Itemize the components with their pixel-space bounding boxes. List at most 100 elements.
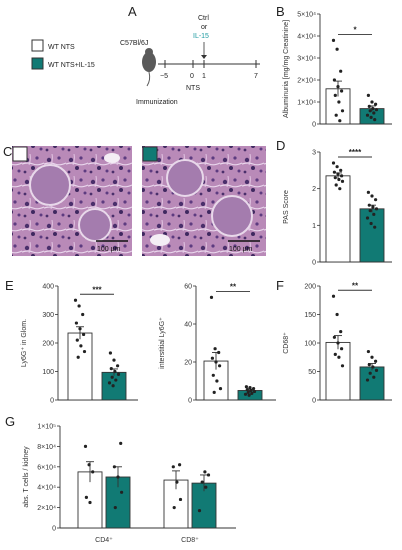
- data-point: [339, 168, 343, 172]
- bar-wt-nts-il15: [359, 366, 385, 401]
- y-tick-label: 100: [304, 341, 316, 348]
- y-tick-label: 0: [50, 398, 54, 405]
- timeline-tick-minus5: −5: [160, 73, 168, 80]
- data-point: [250, 391, 254, 395]
- data-point: [215, 379, 219, 383]
- data-point: [340, 109, 345, 113]
- data-point: [110, 375, 114, 379]
- data-point: [197, 509, 202, 513]
- data-point: [374, 102, 378, 106]
- data-point: [373, 225, 377, 229]
- scale-label-left: 100 µm: [97, 246, 121, 253]
- data-point: [374, 108, 379, 112]
- y-tick-label: 2: [312, 186, 316, 193]
- bar-wt-nts-il15: [359, 208, 385, 263]
- data-point: [209, 295, 214, 299]
- bar-wt-nts: [325, 341, 351, 401]
- y-tick-label: 1×10⁵: [37, 424, 56, 431]
- y-tick-label: 3: [312, 150, 316, 157]
- y-axis-label: PAS Score: [283, 190, 290, 224]
- mouse-icon: [142, 48, 156, 87]
- data-point: [371, 107, 375, 111]
- data-point: [371, 365, 375, 369]
- y-tick-label: 5×10⁴: [297, 12, 316, 19]
- data-point: [340, 179, 345, 183]
- legend: WT NTS WT NTS+IL-15: [31, 39, 95, 70]
- data-point: [368, 109, 372, 113]
- histology-tag-wt-nts: [12, 146, 28, 162]
- nts-label: NTS: [186, 85, 200, 92]
- data-point: [333, 352, 337, 356]
- y-tick-label: 0: [312, 122, 316, 129]
- timeline-tick-1: 1: [202, 73, 206, 80]
- y-tick-label: 4×10⁴: [297, 34, 316, 41]
- data-point: [83, 444, 88, 448]
- data-point: [336, 341, 340, 345]
- data-point: [91, 470, 95, 474]
- data-point: [214, 360, 218, 364]
- y-tick-label: 100: [42, 369, 54, 376]
- data-point: [107, 381, 112, 385]
- data-point: [366, 190, 370, 194]
- data-point: [245, 387, 249, 392]
- data-point: [340, 89, 344, 93]
- y-tick-label: 8×10⁴: [37, 444, 56, 451]
- data-point: [370, 194, 374, 198]
- y-tick-label: 60: [184, 284, 192, 291]
- y-tick-label: 0: [312, 260, 316, 267]
- timeline: [158, 42, 260, 68]
- data-point: [339, 69, 343, 73]
- data-point: [178, 497, 183, 502]
- bar-wt-nts-il15: [105, 476, 131, 529]
- data-point: [246, 390, 250, 394]
- y-tick-label: 200: [42, 341, 54, 348]
- legend-swatch-wt-nts: [31, 39, 44, 52]
- data-point: [332, 78, 336, 82]
- data-point: [369, 115, 373, 119]
- data-point: [218, 364, 222, 368]
- data-point: [337, 100, 341, 104]
- data-point: [340, 347, 344, 351]
- data-point: [369, 221, 373, 226]
- panel-letter-d: D: [276, 138, 285, 153]
- data-point: [203, 470, 207, 474]
- data-point: [368, 209, 372, 213]
- data-point: [84, 495, 88, 499]
- data-point: [331, 161, 336, 165]
- significance-stars: **: [352, 281, 359, 290]
- data-point: [336, 172, 340, 176]
- data-point: [249, 388, 253, 393]
- data-point: [335, 312, 339, 317]
- data-point: [81, 312, 85, 317]
- y-tick-label: 2×10⁴: [297, 78, 316, 85]
- data-point: [334, 113, 338, 117]
- data-point: [338, 119, 342, 123]
- panel-letter-c: C: [3, 144, 12, 159]
- data-point: [367, 203, 371, 207]
- y-tick-label: 1: [312, 223, 316, 230]
- data-point: [206, 473, 211, 477]
- data-point: [366, 93, 370, 97]
- data-point: [340, 174, 344, 178]
- y-tick-label: 20: [184, 360, 192, 367]
- histology-image-right: 100 µm: [142, 146, 266, 256]
- immunization-label: Immunization: [136, 99, 178, 106]
- y-tick-label: 0: [52, 526, 56, 533]
- y-tick-label: 40: [184, 322, 192, 329]
- il15-label: IL-15: [193, 33, 209, 40]
- data-point: [78, 327, 82, 331]
- panel-letter-b: B: [276, 4, 285, 19]
- data-point: [82, 349, 87, 354]
- y-axis-label: CD68⁺: [283, 332, 290, 354]
- chart-ly6g-glom: 0 100 200 300 400 Ly6G⁺ in Glom. ***: [21, 284, 138, 405]
- data-point: [334, 183, 338, 187]
- data-point: [114, 378, 118, 382]
- y-tick-label: 0: [312, 398, 316, 405]
- data-point: [204, 485, 208, 489]
- data-point: [336, 85, 340, 89]
- data-point: [111, 384, 115, 388]
- y-tick-label: 150: [304, 312, 316, 319]
- panel-letter-g: G: [5, 414, 15, 429]
- histology-image-left: 100 µm: [12, 146, 132, 256]
